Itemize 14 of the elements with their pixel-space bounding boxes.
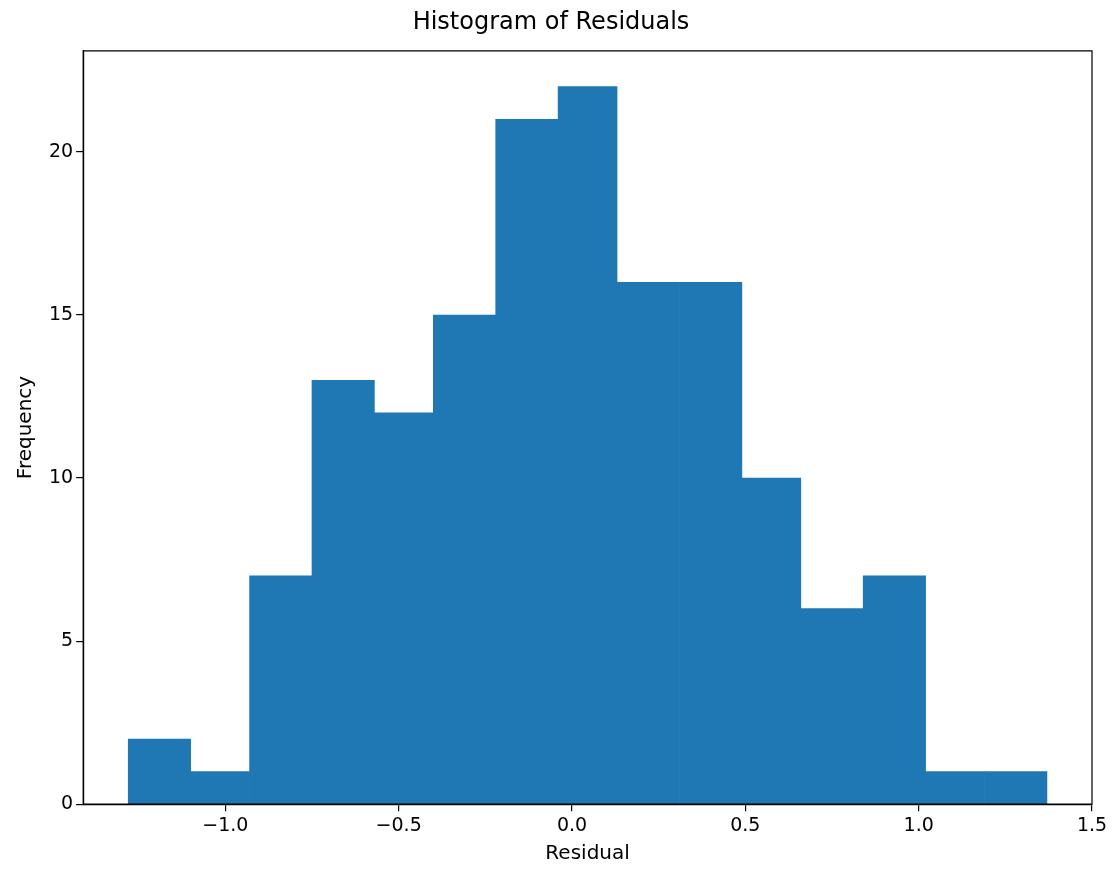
y-tick-label: 15	[48, 301, 74, 324]
y-tick-label: 20	[48, 138, 74, 161]
x-tick-label: 0.5	[730, 812, 761, 835]
x-tick-label: 1.5	[1076, 812, 1108, 835]
y-tick-label: 10	[48, 464, 74, 487]
x-tick-label: 1.0	[903, 812, 934, 835]
x-tick-label: −0.5	[375, 812, 422, 835]
chart-title: Histogram of Residuals	[412, 6, 690, 35]
x-axis-title: Residual	[545, 840, 630, 865]
y-axis-title: Frequency	[12, 375, 37, 480]
x-tick-label: 0.0	[556, 812, 588, 835]
x-tick-label: −1.0	[202, 812, 249, 835]
y-tick-label: 5	[61, 628, 74, 651]
y-tick-label: 0	[61, 791, 74, 814]
